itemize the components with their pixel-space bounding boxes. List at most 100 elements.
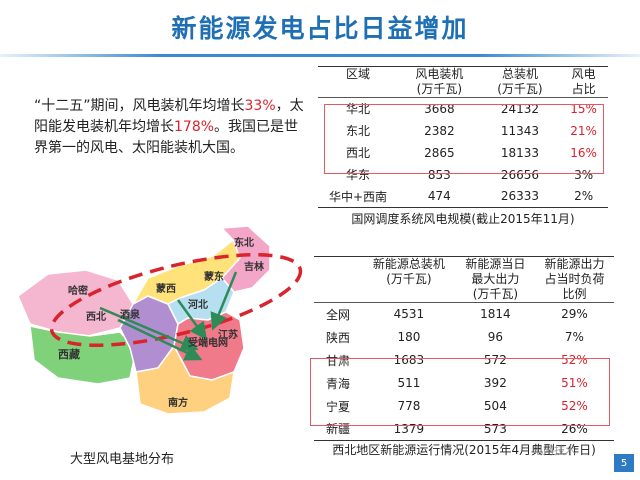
cell-share: 29% bbox=[561, 307, 588, 322]
cell-max-output: 572 bbox=[483, 353, 507, 367]
cell-max-output: 96 bbox=[487, 330, 504, 344]
cell-region: 青海 bbox=[325, 376, 350, 391]
label-dongbei: 东北 bbox=[234, 236, 254, 249]
title-divider bbox=[0, 54, 640, 57]
table-row: 宁夏 778 504 52% bbox=[314, 395, 614, 418]
cell-total: 24132 bbox=[500, 101, 540, 116]
col-header: 新能源总装机 (万千瓦) bbox=[362, 256, 456, 303]
watermark-logo: 电网技术 bbox=[532, 444, 576, 457]
cell-wind: 2865 bbox=[424, 145, 455, 160]
cell-total: 18133 bbox=[500, 145, 540, 160]
cell-max-output: 573 bbox=[483, 421, 507, 436]
cell-total: 26333 bbox=[500, 189, 540, 204]
label-mengdong: 蒙东 bbox=[204, 270, 224, 283]
title-band: 新能源发电占比日益增加 bbox=[0, 0, 640, 54]
cell-capacity: 1683 bbox=[393, 353, 425, 367]
col-header: 新能源当日 最大出力 (万千瓦) bbox=[455, 256, 535, 303]
cell-region: 华北 bbox=[345, 102, 370, 117]
intro-text-2: ，太阳能发电装机年均增长 bbox=[34, 98, 304, 135]
cell-share: 2% bbox=[574, 189, 594, 204]
cell-capacity: 1379 bbox=[393, 421, 425, 436]
cell-share: 26% bbox=[561, 421, 588, 436]
table-row: 陕西 180 96 7% bbox=[314, 326, 614, 349]
china-map-illustration: 哈密 西北 酒泉 西藏 蒙西 河北 蒙东 东北 吉林 受端电网 江苏 南方 bbox=[17, 225, 303, 415]
col-header: 风电装机 (万千瓦) bbox=[398, 66, 481, 98]
table-row: 西北 2865 18133 16% bbox=[318, 142, 608, 164]
label-hami: 哈密 bbox=[68, 284, 88, 297]
label-xizang: 西藏 bbox=[58, 347, 80, 361]
label-nanfang: 南方 bbox=[168, 396, 188, 409]
table-row: 华东 853 26656 3% bbox=[318, 164, 608, 186]
cell-region: 宁夏 bbox=[325, 399, 350, 414]
region-xizang bbox=[29, 325, 137, 385]
intro-value-wind-growth: 33% bbox=[244, 98, 276, 114]
cell-region: 甘肃 bbox=[325, 353, 350, 368]
transmission-arrows bbox=[99, 271, 238, 361]
table-row: 全网 4531 1814 29% bbox=[314, 303, 614, 326]
label-mengxi: 蒙西 bbox=[156, 282, 176, 295]
region-nanfang bbox=[135, 344, 235, 415]
cell-region: 新疆 bbox=[325, 422, 350, 437]
cell-max-output: 1814 bbox=[480, 307, 511, 322]
cell-total: 26656 bbox=[500, 167, 540, 182]
intro-text-3: 。我国已是世界第一的风电、太阳能装机大国。 bbox=[34, 119, 299, 156]
cell-share: 15% bbox=[570, 101, 597, 116]
cell-region: 东北 bbox=[345, 124, 370, 138]
cell-max-output: 392 bbox=[483, 376, 507, 390]
table-row: 东北 2382 11343 21% bbox=[318, 120, 608, 142]
intro-text-1: “十二五”期间，风电装机年均增长 bbox=[34, 98, 245, 114]
wind-belt-ellipse bbox=[49, 253, 303, 347]
cell-region: 西北 bbox=[345, 146, 370, 160]
table-caption: 国网调度系统风电规模(截止2015年11月) bbox=[318, 207, 608, 230]
table-header-row: 区域 风电装机 (万千瓦) 总装机 (万千瓦) 风电 占比 bbox=[318, 66, 608, 98]
table-row: 新疆 1379 573 26% bbox=[314, 418, 614, 441]
table-caption-row: 国网调度系统风电规模(截止2015年11月) bbox=[318, 207, 608, 230]
cell-capacity: 511 bbox=[397, 376, 421, 390]
label-xibei: 西北 bbox=[86, 310, 106, 323]
cell-share: 52% bbox=[561, 399, 588, 413]
table-row: 华中+西南 474 26333 2% bbox=[318, 186, 608, 208]
table-row: 青海 511 392 51% bbox=[314, 372, 614, 395]
wind-capacity-table: 区域 风电装机 (万千瓦) 总装机 (万千瓦) 风电 占比 华北 3668 24132… bbox=[318, 66, 608, 230]
cell-wind: 3668 bbox=[424, 101, 455, 116]
cell-share: 3% bbox=[574, 167, 594, 182]
cell-region: 陕西 bbox=[325, 330, 350, 345]
label-receiving-grid: 受端电网 bbox=[188, 336, 228, 349]
wind-base-map: 哈密 西北 酒泉 西藏 蒙西 河北 蒙东 东北 吉林 受端电网 江苏 南方 bbox=[8, 208, 308, 438]
cell-wind: 853 bbox=[427, 167, 451, 182]
cell-share: 16% bbox=[570, 145, 597, 160]
col-header: 新能源出力 占当时负荷 比例 bbox=[534, 256, 614, 303]
table-header-row: 新能源总装机 (万千瓦) 新能源当日 最大出力 (万千瓦) 新能源出力 占当时负荷 比例 bbox=[314, 256, 614, 303]
label-jiangsu: 江苏 bbox=[218, 328, 238, 341]
page-number: 5 bbox=[614, 454, 634, 472]
table-row: 华北 3668 24132 15% bbox=[318, 98, 608, 120]
col-header: 区域 bbox=[318, 66, 398, 98]
col-header: 风电 占比 bbox=[559, 66, 608, 98]
cell-wind: 2382 bbox=[424, 123, 455, 138]
cell-region: 全网 bbox=[325, 307, 350, 322]
cell-capacity: 180 bbox=[397, 330, 421, 344]
table-row: 甘肃 1683 572 52% bbox=[314, 349, 614, 372]
cell-region: 华中+西南 bbox=[328, 189, 388, 204]
cell-wind: 474 bbox=[427, 189, 451, 204]
cell-capacity: 778 bbox=[397, 399, 421, 413]
table-caption: 西北地区新能源运行情况(2015年4月典型工作日) bbox=[314, 440, 614, 459]
intro-value-solar-growth: 178% bbox=[174, 119, 215, 135]
cell-share: 7% bbox=[564, 330, 584, 344]
cell-share: 52% bbox=[561, 353, 588, 367]
table-caption-row: 西北地区新能源运行情况(2015年4月典型工作日) bbox=[314, 440, 614, 459]
label-jilin: 吉林 bbox=[244, 260, 265, 273]
slide-title: 新能源发电占比日益增加 bbox=[171, 14, 469, 43]
map-caption: 大型风电基地分布 bbox=[70, 452, 175, 467]
cell-max-output: 504 bbox=[483, 399, 507, 413]
cell-region: 华东 bbox=[345, 168, 370, 182]
label-hebei: 河北 bbox=[188, 298, 208, 311]
label-jiuquan: 酒泉 bbox=[120, 308, 141, 321]
cell-share: 51% bbox=[561, 376, 588, 390]
cell-total: 11343 bbox=[500, 123, 540, 138]
col-header: 总装机 (万千瓦) bbox=[480, 66, 560, 98]
intro-paragraph: “十二五”期间，风电装机年均增长33%，太阳能发电装机年均增长178%。我国已是… bbox=[34, 96, 304, 159]
cell-share: 21% bbox=[570, 123, 597, 138]
cell-capacity: 4531 bbox=[393, 307, 425, 322]
col-header bbox=[314, 256, 362, 303]
